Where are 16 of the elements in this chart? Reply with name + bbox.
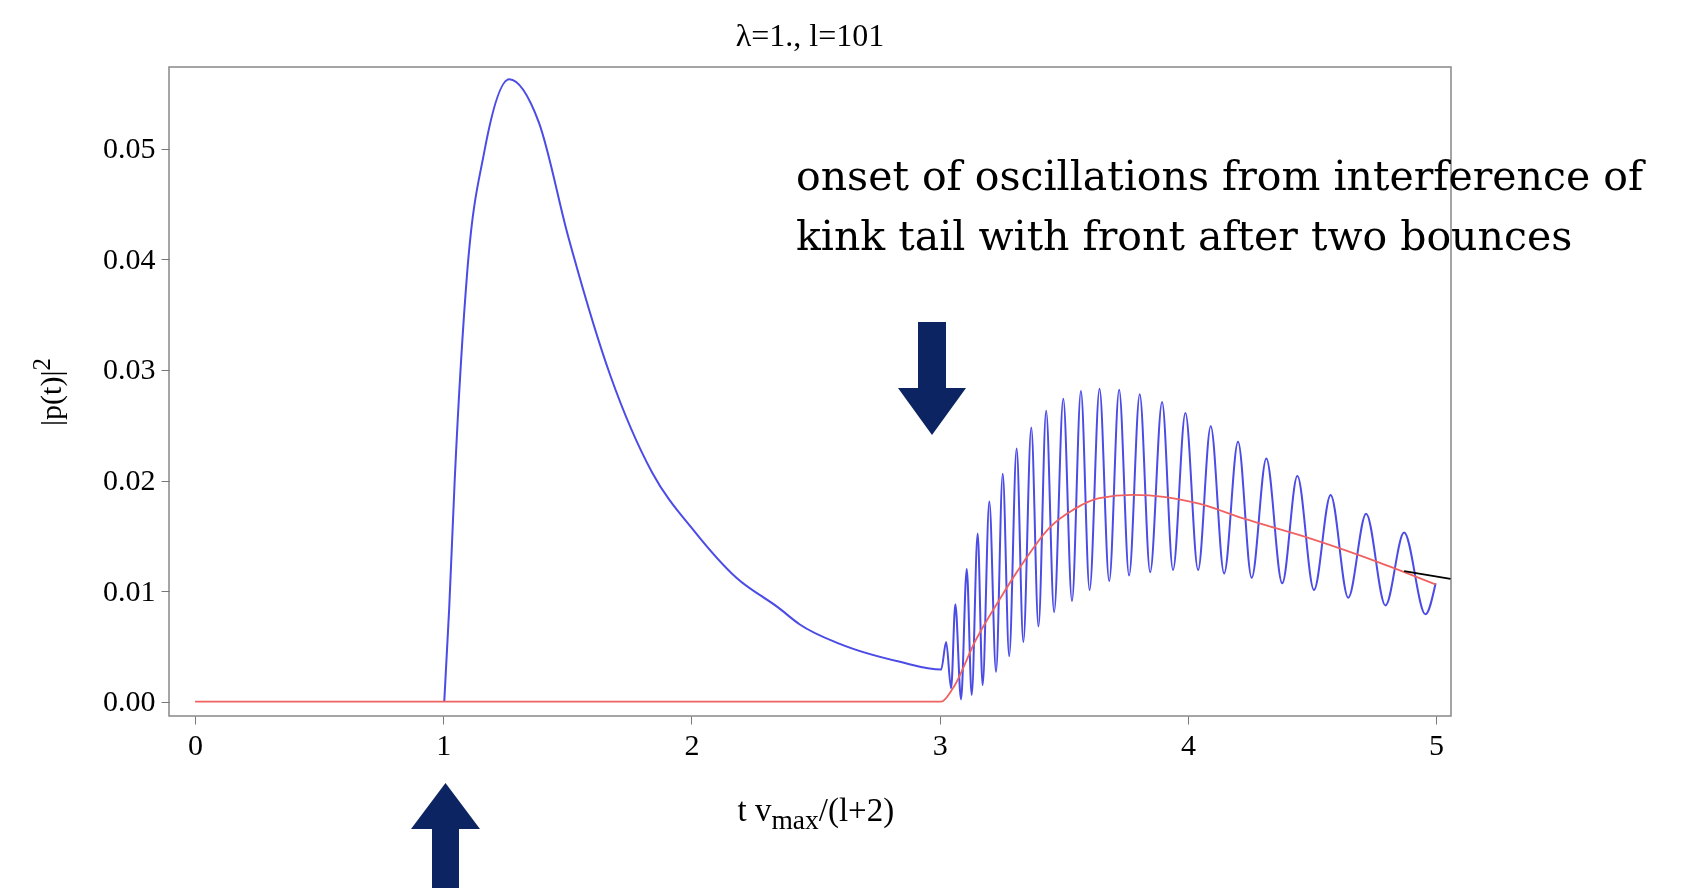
- y-tick-label: 0.04: [103, 241, 156, 275]
- x-tick-label: 3: [932, 727, 948, 761]
- x-tick-label: 2: [684, 727, 700, 761]
- x-axis-title: t v$_{max}$/(l+2): [737, 792, 895, 836]
- line-series: [194, 493, 1437, 703]
- x-tick-label: 4: [1180, 727, 1196, 761]
- chart-title: λ=1., l=101: [735, 17, 885, 53]
- x-tick-label: 5: [1429, 727, 1445, 761]
- y-tick-label: 0.00: [103, 684, 156, 718]
- x-tick-label: 1: [436, 727, 452, 761]
- y-tick-label: 0.02: [103, 463, 156, 496]
- annotation: onset of oscillations from interference of kink tail with front after two bounces: [796, 151, 1647, 262]
- y-tick-label: 0.03: [103, 352, 156, 386]
- y-tick-label: 0.01: [103, 573, 156, 607]
- y-tick-label: 0.05: [103, 131, 156, 165]
- x-tick-label: 0: [188, 727, 204, 761]
